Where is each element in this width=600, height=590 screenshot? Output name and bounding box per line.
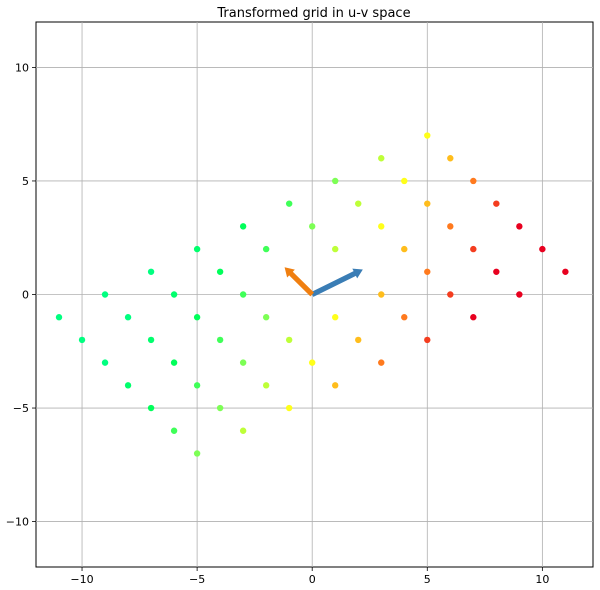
data-point [470, 314, 477, 321]
data-point [516, 291, 523, 298]
data-point [170, 427, 178, 434]
data-point [193, 382, 201, 389]
data-point [493, 268, 500, 275]
scatter-points [55, 132, 569, 457]
data-point [193, 314, 201, 321]
basis-vector-arrow [284, 267, 315, 297]
chart-title: Transformed grid in u-v space [216, 6, 410, 21]
data-point [332, 177, 339, 185]
data-point [262, 245, 270, 253]
data-point [239, 223, 247, 230]
x-tick-label: 0 [309, 573, 316, 586]
basis-vector-arrow [311, 268, 363, 297]
data-point [378, 359, 385, 366]
data-point [401, 314, 408, 321]
data-point [147, 404, 155, 412]
data-point [355, 336, 362, 344]
data-point [124, 314, 132, 321]
data-point [401, 245, 408, 253]
data-point [170, 359, 178, 366]
data-point [285, 200, 293, 207]
data-point [332, 245, 339, 253]
data-point [493, 200, 500, 207]
data-point [285, 404, 293, 412]
data-point [101, 291, 109, 298]
data-point [447, 223, 454, 230]
x-tick-label: −5 [189, 573, 205, 586]
y-tick-label: 0 [22, 289, 29, 302]
x-tick-label: 5 [424, 573, 431, 586]
data-point [239, 359, 247, 366]
data-point [424, 268, 431, 275]
data-point [378, 223, 385, 230]
data-point [262, 314, 270, 321]
data-point [147, 268, 155, 275]
data-point [424, 132, 431, 139]
data-point [193, 245, 201, 253]
grid-lines [36, 22, 593, 567]
data-point [470, 245, 477, 253]
data-point [378, 155, 385, 162]
data-point [101, 359, 109, 366]
data-point [262, 382, 270, 389]
data-point [193, 450, 201, 457]
data-point [332, 314, 339, 321]
y-tick-label: 5 [22, 175, 29, 188]
data-point [216, 404, 224, 412]
axis-ticks: −10 −5 0 5 10 −10 −5 0 5 10 [6, 61, 550, 586]
data-point [447, 291, 454, 298]
data-point [170, 291, 178, 298]
data-point [378, 291, 385, 298]
data-point [562, 268, 569, 275]
data-point [424, 200, 431, 207]
data-point [55, 314, 63, 321]
data-point [332, 382, 339, 389]
y-tick-label: 10 [15, 61, 29, 74]
data-point [401, 177, 408, 185]
data-point [78, 336, 86, 344]
data-point [308, 359, 316, 366]
data-point [447, 155, 454, 162]
data-point [470, 177, 477, 185]
data-point [124, 382, 132, 389]
x-tick-label: 10 [535, 573, 549, 586]
data-point [308, 223, 316, 230]
basis-vectors [284, 267, 363, 297]
data-point [147, 336, 155, 344]
data-point [216, 268, 224, 275]
data-point [424, 336, 431, 344]
data-point [239, 427, 247, 434]
data-point [285, 336, 293, 344]
x-tick-label: −10 [70, 573, 93, 586]
y-tick-label: −5 [13, 402, 29, 415]
data-point [539, 245, 546, 253]
data-point [355, 200, 362, 207]
data-point [516, 223, 523, 230]
y-tick-label: −10 [6, 516, 29, 529]
data-point [216, 336, 224, 344]
data-point [239, 291, 247, 298]
